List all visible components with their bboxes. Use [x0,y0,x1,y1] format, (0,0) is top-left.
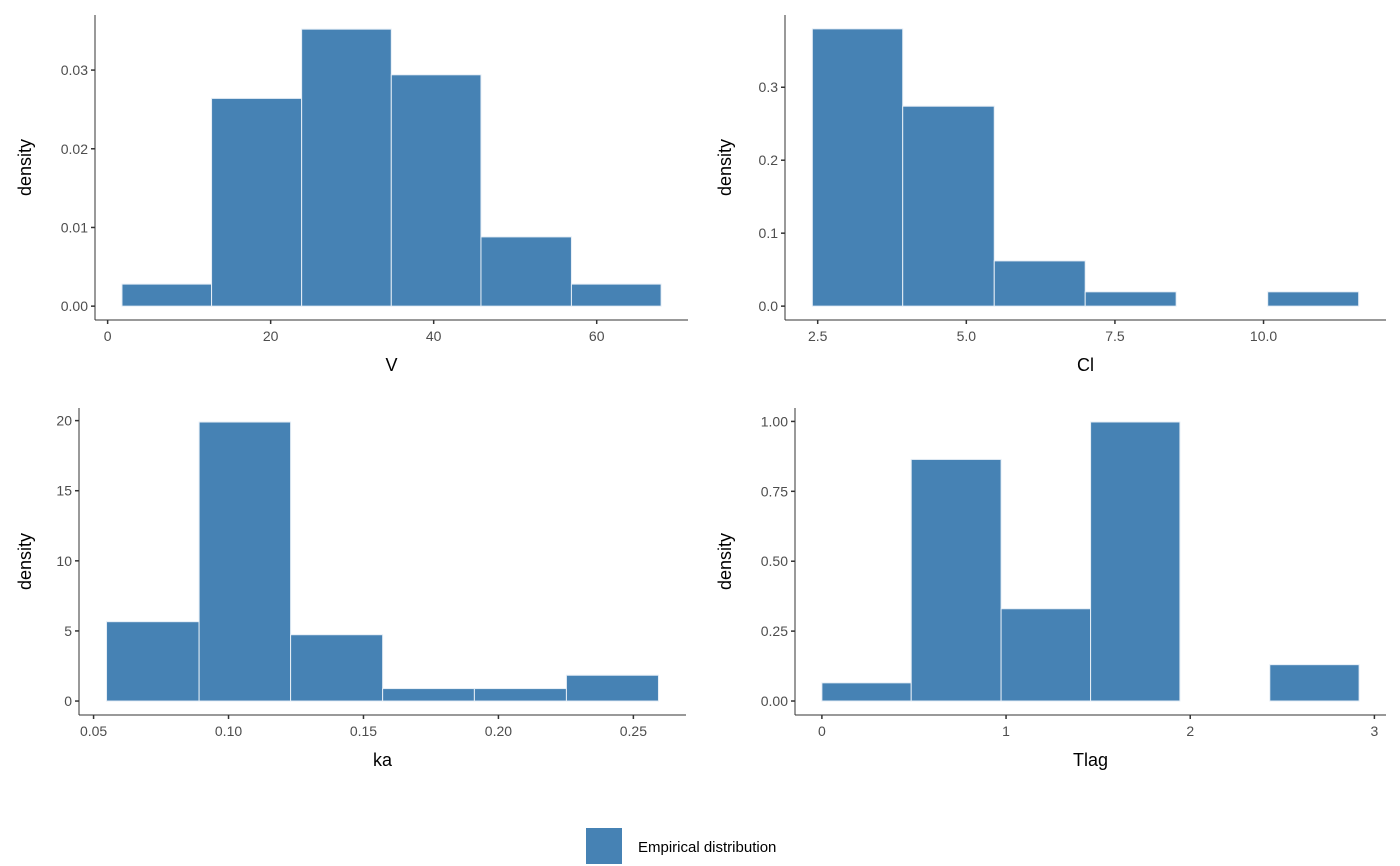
x-axis-title: V [385,355,397,375]
x-tick-label: 0.20 [485,723,512,739]
histogram-bar [821,682,912,702]
y-tick-label: 0.00 [761,693,788,709]
histogram-bar [1000,608,1092,702]
y-axis-title: density [715,139,735,196]
histogram-bar [473,688,567,702]
x-tick-label: 60 [589,328,605,344]
legend-key-empirical [586,828,622,864]
histogram-bar [198,421,292,702]
y-tick-label: 10 [56,553,72,569]
x-tick-label: 3 [1370,723,1378,739]
x-tick-label: 40 [426,328,442,344]
x-axis-title: Tlag [1073,750,1108,770]
y-tick-label: 0.0 [759,298,779,314]
x-tick-label: 1 [1002,723,1010,739]
x-tick-label: 0 [818,723,826,739]
histogram-bar [1090,421,1181,702]
histogram-bar [565,674,659,702]
x-tick-label: 20 [263,328,279,344]
x-tick-label: 0 [104,328,112,344]
y-tick-label: 0.01 [61,219,88,235]
y-tick-label: 0.25 [761,623,788,639]
histogram-bar [1084,291,1177,307]
x-tick-label: 0.05 [80,723,107,739]
histogram-bar [211,97,303,307]
y-tick-label: 0.1 [759,225,779,241]
y-tick-label: 15 [56,483,72,499]
y-tick-label: 0.2 [759,152,779,168]
y-tick-label: 0.75 [761,483,788,499]
y-tick-label: 0 [64,693,72,709]
y-tick-label: 0.00 [61,298,88,314]
histogram-bar [1267,291,1360,307]
y-tick-label: 0.3 [759,79,779,95]
x-tick-label: 0.10 [215,723,242,739]
panel-ka: 0.05 0.10 0.15 0.20 0.25 0 5 10 15 20 ka density [15,408,686,770]
y-tick-label: 1.00 [761,413,788,429]
y-axis-title: density [15,139,35,196]
y-tick-label: 20 [56,413,72,429]
y-tick-label: 0.03 [61,62,88,78]
histogram-bar [993,260,1086,307]
histogram-bar [480,236,572,307]
histogram-bar [1269,664,1360,702]
histogram-bar [811,28,904,307]
x-tick-label: 10.0 [1250,328,1277,344]
histogram-bar [390,74,482,307]
histogram-bar [106,621,200,702]
x-tick-label: 2 [1186,723,1194,739]
x-axis-title: ka [373,750,393,770]
histogram-bar [301,28,392,307]
y-axis-title: density [15,533,35,590]
legend-label: Empirical distribution [638,839,776,856]
panel-tlag: 0 1 2 3 0.00 0.25 0.50 0.75 1.00 Tlag density [715,408,1386,770]
y-tick-label: 0.50 [761,553,788,569]
histogram-bar [290,634,384,702]
panel-cl: 2.5 5.0 7.5 10.0 0.0 0.1 0.2 0.3 Cl density [715,15,1386,375]
histogram-bar [121,283,213,307]
x-tick-label: 0.15 [350,723,377,739]
y-axis-title: density [715,533,735,590]
histogram-bar [902,105,995,307]
x-axis-title: Cl [1077,355,1094,375]
x-tick-label: 5.0 [957,328,977,344]
x-tick-label: 2.5 [808,328,828,344]
histogram-bar [910,458,1002,702]
x-tick-label: 7.5 [1105,328,1125,344]
histogram-bar [382,688,475,702]
y-tick-label: 5 [64,623,72,639]
x-tick-label: 0.25 [620,723,647,739]
legend: Empirical distribution [586,828,776,864]
histogram-bar [570,283,662,307]
y-tick-label: 0.02 [61,141,88,157]
